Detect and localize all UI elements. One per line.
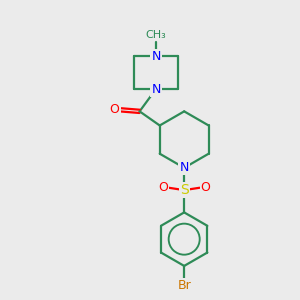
Text: O: O [110,103,120,116]
Text: Br: Br [177,279,191,292]
Text: O: O [158,181,168,194]
Text: S: S [180,183,189,197]
Text: N: N [179,161,189,174]
Text: CH₃: CH₃ [146,30,166,40]
Text: N: N [151,82,160,96]
Text: N: N [151,50,160,63]
Text: O: O [201,181,211,194]
